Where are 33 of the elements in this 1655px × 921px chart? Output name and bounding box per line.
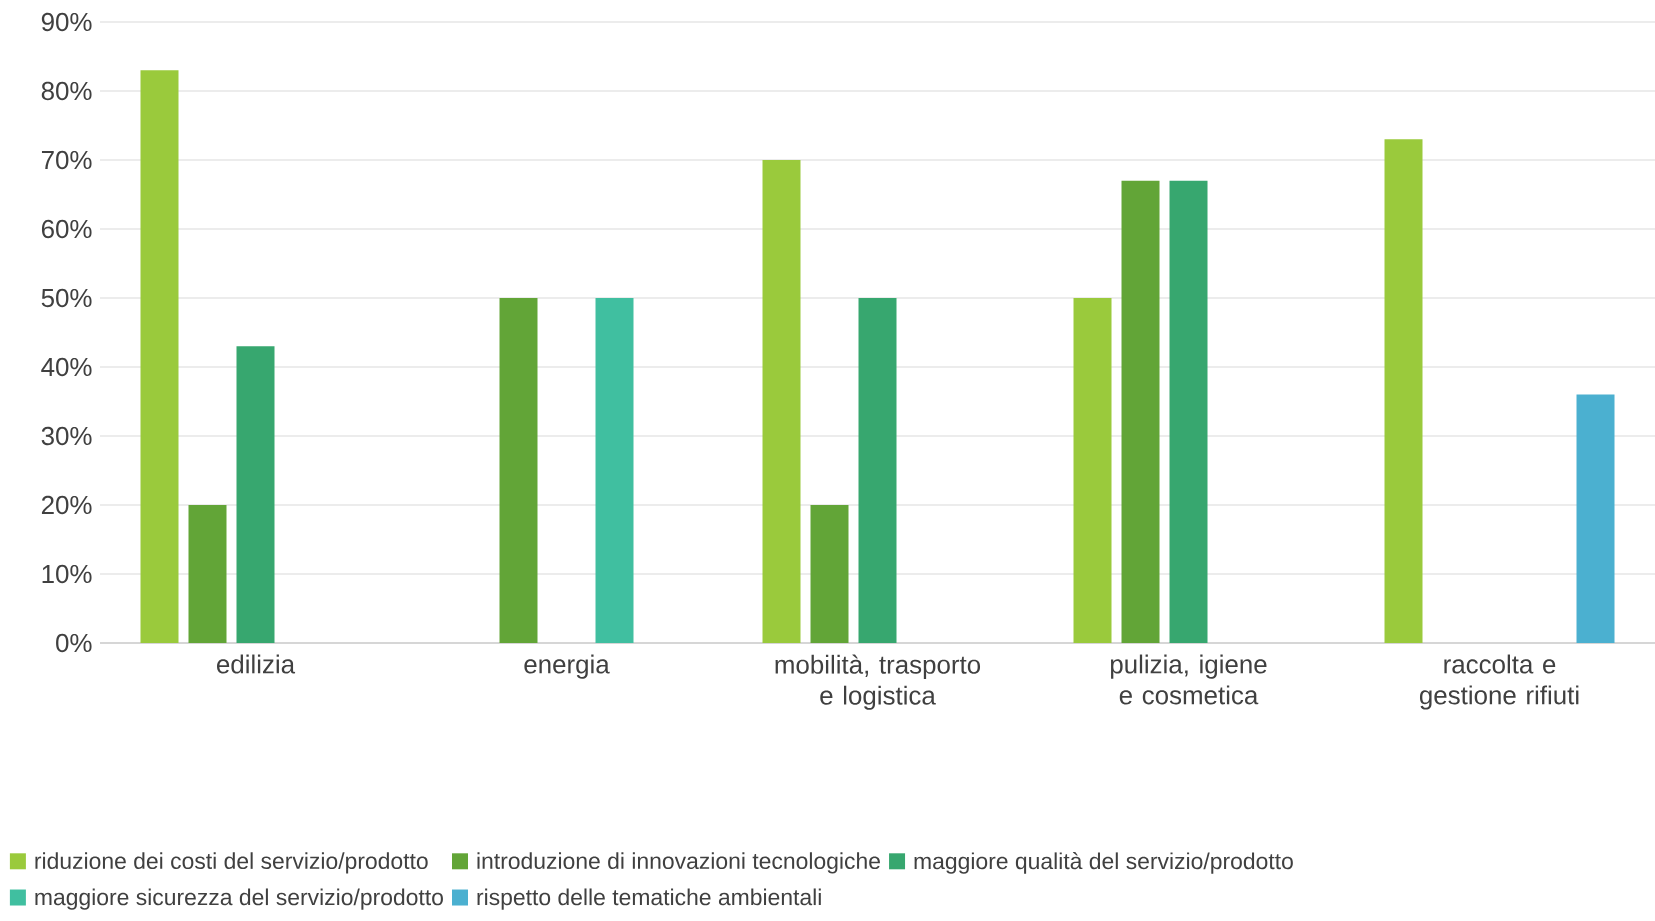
y-tick-label: 40%: [41, 357, 92, 377]
legend-label: riduzione dei costi del servizio/prodotto: [35, 852, 428, 874]
bar: [595, 298, 634, 643]
legend-label: introduzione di innovazioni tecnologiche: [477, 852, 880, 874]
x-tick-label: edilizia: [217, 654, 296, 674]
bar: [1576, 394, 1615, 643]
bar: [499, 298, 538, 643]
bar: [762, 160, 801, 643]
y-tick-label: 10%: [42, 564, 92, 584]
legend-label: rispetto delle tematiche ambientali: [477, 888, 821, 910]
y-tick-label: 20%: [41, 495, 92, 515]
bar: [1073, 298, 1112, 643]
y-tick-label: 0%: [56, 633, 92, 653]
x-tick-label: pulizia, igiene e cosmetica: [1110, 654, 1267, 705]
bar: [1169, 180, 1208, 643]
y-tick-label: 90%: [41, 12, 92, 32]
bar: [188, 505, 227, 643]
legend-label: maggiore qualità del servizio/prodotto: [914, 852, 1293, 874]
y-tick-label: 70%: [41, 150, 92, 170]
y-tick-label: 80%: [41, 81, 92, 101]
bar: [236, 346, 275, 643]
y-tick-label: 60%: [41, 219, 92, 239]
x-tick-label: energia: [524, 654, 610, 679]
y-tick-label: 30%: [41, 426, 92, 446]
y-tick-label: 50%: [41, 288, 92, 308]
bar: [140, 70, 179, 643]
bar: [1384, 139, 1423, 643]
bar: [1121, 180, 1160, 643]
bar: [858, 298, 897, 643]
x-tick-label: raccolta e gestione rifiuti: [1419, 654, 1579, 710]
x-tick-label: mobilità, trasporto e logistica: [775, 654, 981, 710]
bar: [810, 505, 849, 643]
legend-label: maggiore sicurezza del servizio/prodotto: [35, 888, 443, 910]
